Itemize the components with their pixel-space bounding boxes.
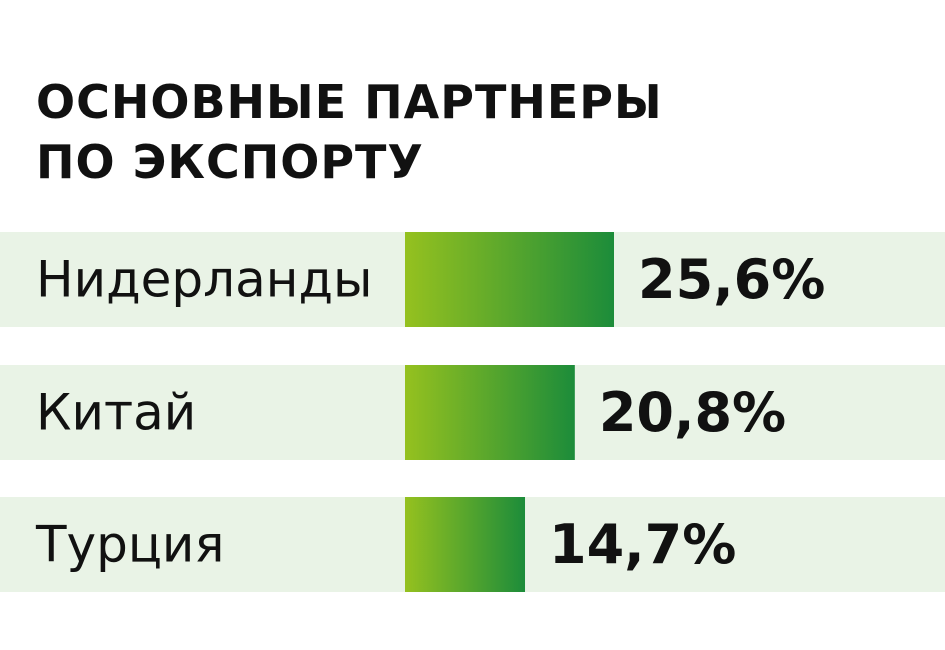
bar <box>405 365 575 460</box>
chart-title-line-2: ПО ЭКСПОРТУ <box>36 135 424 189</box>
chart-title-line-1: ОСНОВНЫЕ ПАРТНЕРЫ <box>36 75 663 129</box>
data-label: 25,6% <box>638 248 825 311</box>
data-label: 20,8% <box>599 381 786 444</box>
chart-title: ОСНОВНЫЕ ПАРТНЕРЫ ПО ЭКСПОРТУ <box>36 72 663 192</box>
category-label: Китай <box>36 384 196 442</box>
bar <box>405 232 614 327</box>
bar <box>405 497 526 592</box>
category-label: Турция <box>35 516 224 574</box>
data-label: 14,7% <box>549 513 736 576</box>
category-label: Нидерланды <box>36 251 373 309</box>
